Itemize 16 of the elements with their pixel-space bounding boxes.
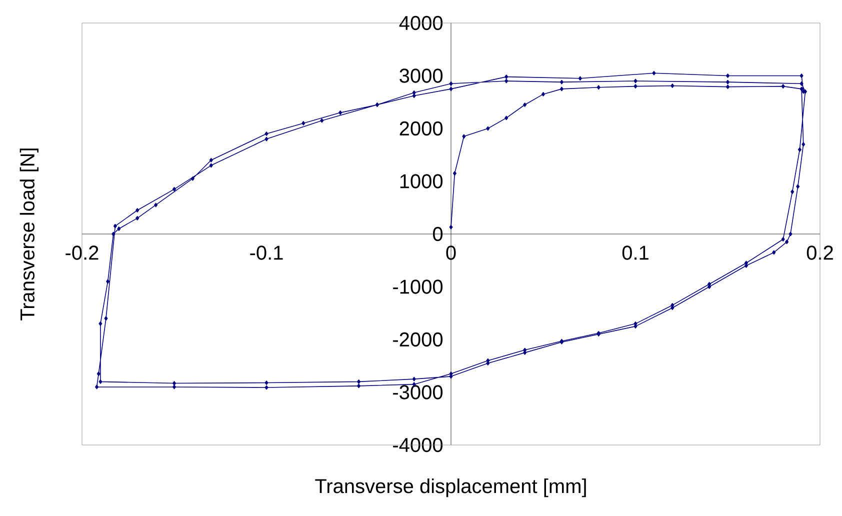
y-tick-label: 1000	[400, 174, 443, 188]
y-tick-label: 0	[433, 226, 443, 242]
x-tick-label: 0.1	[622, 246, 648, 260]
y-tick-label: 4000	[399, 16, 443, 30]
x-axis-title: Transverse displacement [mm]	[315, 478, 586, 498]
y-tick-label: -2000	[393, 332, 443, 347]
x-tick-label: -0.2	[66, 246, 98, 260]
y-axis-title: Transverse load [N]	[20, 148, 38, 320]
y-tick-label: -1000	[393, 280, 443, 294]
x-tick-label: -0.1	[250, 246, 283, 260]
y-tick-label: 3000	[400, 68, 443, 83]
x-tick-label: 0.2	[806, 246, 833, 260]
y-tick-label: 2000	[400, 121, 443, 136]
y-tick-label: -4000	[393, 438, 443, 452]
y-tick-label: -3000	[393, 385, 443, 400]
x-tick-label: 0	[446, 246, 456, 260]
